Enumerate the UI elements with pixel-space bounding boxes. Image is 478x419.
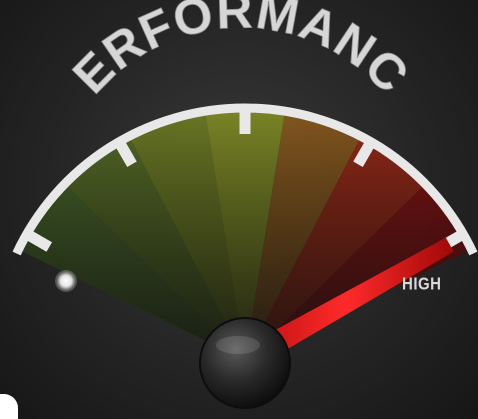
- indicator-light-icon: [55, 270, 77, 292]
- gauge-tick: [353, 142, 374, 168]
- high-label: HIGH: [402, 274, 442, 295]
- gauge-ticks: [27, 112, 463, 252]
- gauge-rim: [12, 103, 478, 256]
- gauge-needle: [239, 237, 454, 371]
- corner-mark: [0, 394, 18, 419]
- gauge-tick: [27, 231, 53, 252]
- hub-highlight: [216, 336, 260, 354]
- gauge-tick: [116, 142, 137, 168]
- gauge-title: PERFORMANCE: [0, 0, 420, 104]
- needle-hub-knob: [199, 317, 291, 409]
